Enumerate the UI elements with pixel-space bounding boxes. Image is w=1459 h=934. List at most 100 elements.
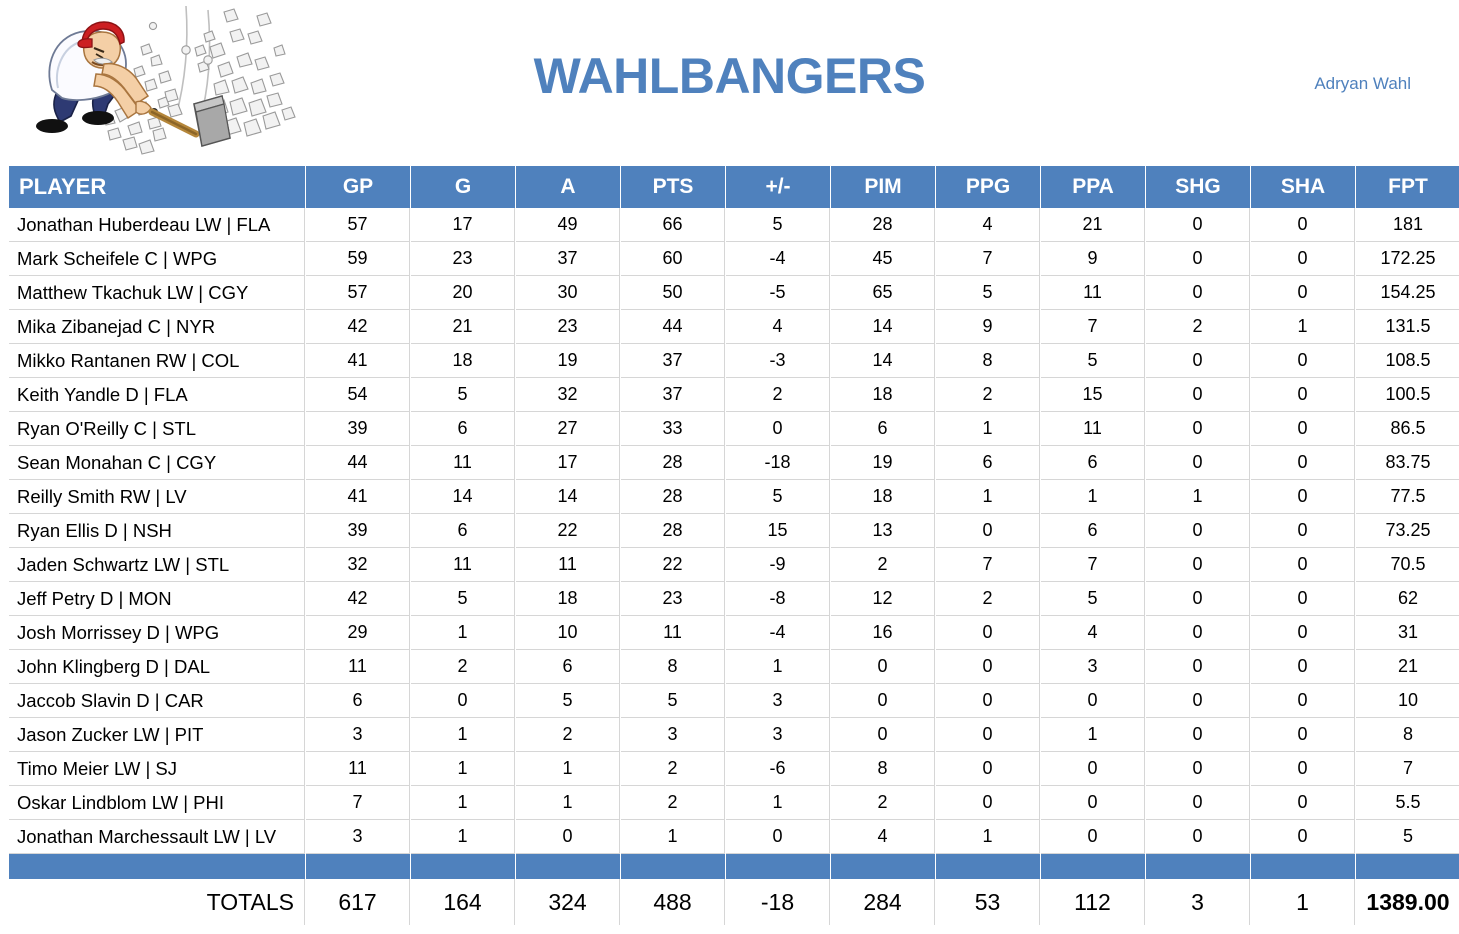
cell-fpt: 5 [1356, 820, 1459, 854]
column-header-shg[interactable]: SHG [1146, 166, 1250, 208]
column-header-gp[interactable]: GP [306, 166, 410, 208]
table-row[interactable]: Jeff Petry D | MON 42 5 18 23 -8 12 2 5 … [9, 582, 1459, 616]
cell-pts: 28 [621, 514, 725, 548]
cell-g: 6 [411, 514, 515, 548]
cell-a: 49 [516, 208, 620, 242]
table-row[interactable]: John Klingberg D | DAL 11 2 6 8 1 0 0 3 … [9, 650, 1459, 684]
table-row[interactable]: Jason Zucker LW | PIT 3 1 2 3 3 0 0 1 0 … [9, 718, 1459, 752]
column-header-player[interactable]: PLAYER [9, 166, 305, 208]
cell-pim: 6 [831, 412, 935, 446]
cell-gp: 59 [306, 242, 410, 276]
cell-shg: 0 [1146, 208, 1250, 242]
cell-a: 27 [516, 412, 620, 446]
spacer-cell [1251, 854, 1355, 879]
spacer-cell [306, 854, 410, 879]
cell-plusminus: 5 [726, 208, 830, 242]
cell-fpt: 172.25 [1356, 242, 1459, 276]
column-header-sha[interactable]: SHA [1251, 166, 1355, 208]
table-row[interactable]: Josh Morrissey D | WPG 29 1 10 11 -4 16 … [9, 616, 1459, 650]
cell-a: 18 [516, 582, 620, 616]
cell-shg: 0 [1146, 616, 1250, 650]
column-header-pts[interactable]: PTS [621, 166, 725, 208]
spacer-cell [1356, 854, 1459, 879]
cell-ppg: 0 [936, 616, 1040, 650]
table-row[interactable]: Matthew Tkachuk LW | CGY 57 20 30 50 -5 … [9, 276, 1459, 310]
totals-ppg: 53 [936, 879, 1040, 925]
cell-pts: 37 [621, 378, 725, 412]
column-header-a[interactable]: A [516, 166, 620, 208]
column-header-g[interactable]: G [411, 166, 515, 208]
cell-pts: 2 [621, 786, 725, 820]
player-name: Mark Scheifele C | WPG [9, 242, 305, 276]
player-name: Matthew Tkachuk LW | CGY [9, 276, 305, 310]
column-header-fpt[interactable]: FPT [1356, 166, 1459, 208]
column-header-ppg[interactable]: PPG [936, 166, 1040, 208]
table-row[interactable]: Jaccob Slavin D | CAR 6 0 5 5 3 0 0 0 0 … [9, 684, 1459, 718]
table-row[interactable]: Mika Zibanejad C | NYR 42 21 23 44 4 14 … [9, 310, 1459, 344]
cell-gp: 39 [306, 412, 410, 446]
table-row[interactable]: Jaden Schwartz LW | STL 32 11 11 22 -9 2… [9, 548, 1459, 582]
cell-ppg: 2 [936, 378, 1040, 412]
cell-pts: 8 [621, 650, 725, 684]
table-row[interactable]: Reilly Smith RW | LV 41 14 14 28 5 18 1 … [9, 480, 1459, 514]
cell-ppa: 0 [1041, 684, 1145, 718]
cell-fpt: 70.5 [1356, 548, 1459, 582]
cell-pim: 2 [831, 786, 935, 820]
table-row[interactable]: Oskar Lindblom LW | PHI 7 1 1 2 1 2 0 0 … [9, 786, 1459, 820]
column-header-ppa[interactable]: PPA [1041, 166, 1145, 208]
cell-sha: 0 [1251, 446, 1355, 480]
cell-gp: 11 [306, 650, 410, 684]
table-spacer-row [9, 854, 1459, 879]
cell-plusminus: -18 [726, 446, 830, 480]
cell-a: 0 [516, 820, 620, 854]
cell-plusminus: 0 [726, 412, 830, 446]
cell-pim: 0 [831, 684, 935, 718]
table-row[interactable]: Jonathan Huberdeau LW | FLA 57 17 49 66 … [9, 208, 1459, 242]
cell-g: 11 [411, 548, 515, 582]
cell-gp: 3 [306, 718, 410, 752]
spacer-cell [621, 854, 725, 879]
table-row[interactable]: Sean Monahan C | CGY 44 11 17 28 -18 19 … [9, 446, 1459, 480]
cell-pts: 5 [621, 684, 725, 718]
cell-gp: 41 [306, 344, 410, 378]
column-header-pim[interactable]: PIM [831, 166, 935, 208]
cell-ppa: 0 [1041, 820, 1145, 854]
cell-gp: 44 [306, 446, 410, 480]
cell-pts: 50 [621, 276, 725, 310]
cell-g: 14 [411, 480, 515, 514]
cell-gp: 57 [306, 276, 410, 310]
cell-pts: 66 [621, 208, 725, 242]
spacer-cell [411, 854, 515, 879]
cell-ppa: 6 [1041, 446, 1145, 480]
cell-pts: 23 [621, 582, 725, 616]
table-row[interactable]: Jonathan Marchessault LW | LV 3 1 0 1 0 … [9, 820, 1459, 854]
cell-gp: 6 [306, 684, 410, 718]
cell-pim: 28 [831, 208, 935, 242]
cell-shg: 0 [1146, 514, 1250, 548]
cell-a: 32 [516, 378, 620, 412]
table-row[interactable]: Mikko Rantanen RW | COL 41 18 19 37 -3 1… [9, 344, 1459, 378]
cell-shg: 0 [1146, 242, 1250, 276]
cell-plusminus: 15 [726, 514, 830, 548]
cell-g: 1 [411, 616, 515, 650]
cell-g: 0 [411, 684, 515, 718]
stats-table-wrap: PLAYER GP G A PTS +/- PIM PPG PPA SHG SH… [8, 166, 1459, 925]
cell-pts: 2 [621, 752, 725, 786]
player-name: Jaccob Slavin D | CAR [9, 684, 305, 718]
table-row[interactable]: Ryan Ellis D | NSH 39 6 22 28 15 13 0 6 … [9, 514, 1459, 548]
table-row[interactable]: Mark Scheifele C | WPG 59 23 37 60 -4 45… [9, 242, 1459, 276]
cell-ppa: 1 [1041, 718, 1145, 752]
cell-plusminus: -5 [726, 276, 830, 310]
cell-pts: 28 [621, 480, 725, 514]
column-header-plusminus[interactable]: +/- [726, 166, 830, 208]
cell-ppa: 0 [1041, 786, 1145, 820]
cell-ppa: 15 [1041, 378, 1145, 412]
cell-g: 11 [411, 446, 515, 480]
table-row[interactable]: Ryan O'Reilly C | STL 39 6 27 33 0 6 1 1… [9, 412, 1459, 446]
table-row[interactable]: Keith Yandle D | FLA 54 5 32 37 2 18 2 1… [9, 378, 1459, 412]
cell-pim: 4 [831, 820, 935, 854]
cell-ppa: 1 [1041, 480, 1145, 514]
cell-fpt: 73.25 [1356, 514, 1459, 548]
table-row[interactable]: Timo Meier LW | SJ 11 1 1 2 -6 8 0 0 0 0… [9, 752, 1459, 786]
cell-ppg: 1 [936, 480, 1040, 514]
